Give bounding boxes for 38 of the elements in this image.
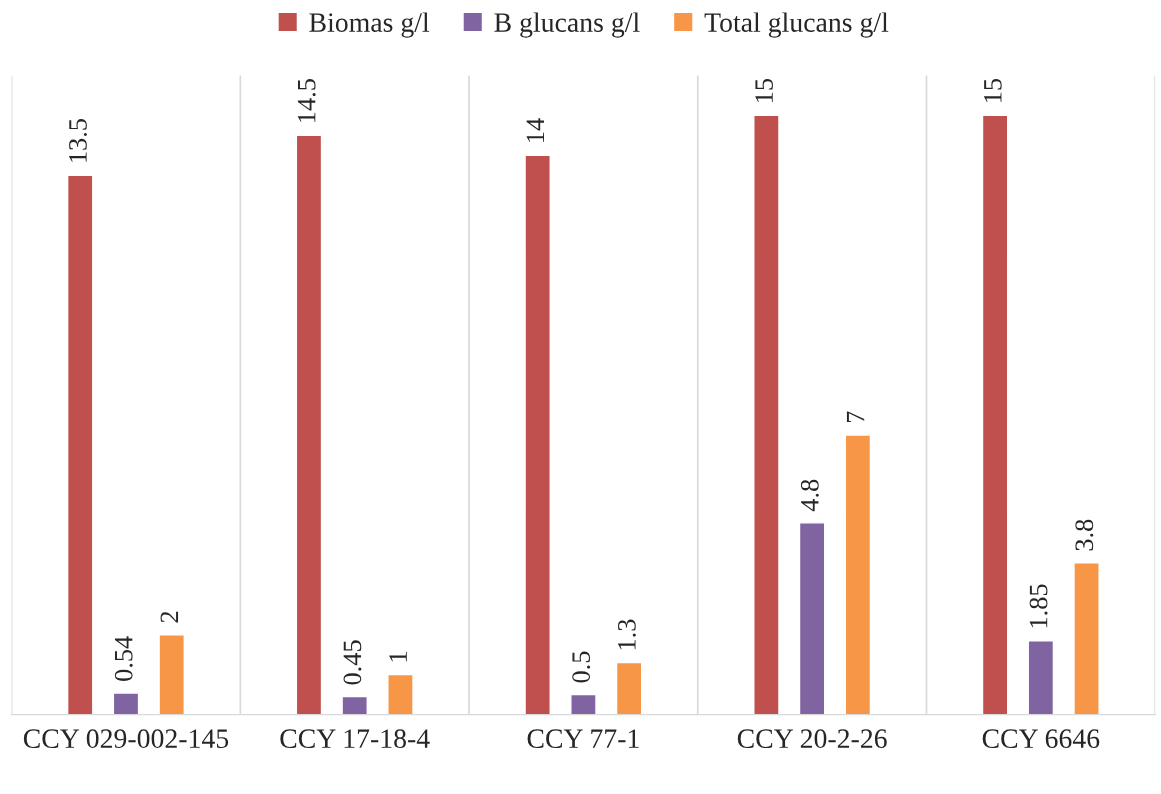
legend-label: B glucans g/l [494,12,640,38]
data-label: 0.54 [114,636,133,681]
data-label: 14 [526,118,544,142]
data-label: 4.8 [800,479,819,512]
bar [158,634,185,715]
data-label: 15 [755,78,773,102]
data-label: 14.5 [297,79,316,122]
bar [66,174,94,715]
bar [1073,562,1100,715]
bar [112,692,140,715]
x-tick-label: CCY 20-2-26 [737,729,887,749]
bar [570,693,597,715]
bar [753,114,780,715]
legend-label: Total glucans g/l [704,12,889,38]
bar [295,134,323,715]
bar [798,522,826,715]
data-label: 1.85 [1029,584,1048,628]
bar [341,695,368,715]
data-label: 13.5 [69,119,87,162]
bar [844,434,872,715]
x-tick-label: CCY 6646 [982,729,1100,749]
data-label: 0.45 [343,640,362,685]
bar [981,114,1009,715]
data-label: 0.5 [572,651,591,683]
bar [615,661,643,715]
data-label: 3.8 [1075,519,1094,551]
x-tick-label: CCY 77-1 [527,729,639,749]
bar [1027,640,1055,715]
data-label: 7 [846,411,865,423]
x-tick-label: CCY 17-18-4 [280,729,430,749]
bar [387,673,414,715]
bar [524,154,551,715]
data-label: 2 [160,611,179,623]
legend-label: Biomas g/l [309,12,430,38]
x-tick-label: CCY 029-002-145 [23,729,229,749]
data-label: 15 [984,78,1002,102]
data-label: 1.3 [618,619,636,650]
data-label: 1 [389,651,407,662]
